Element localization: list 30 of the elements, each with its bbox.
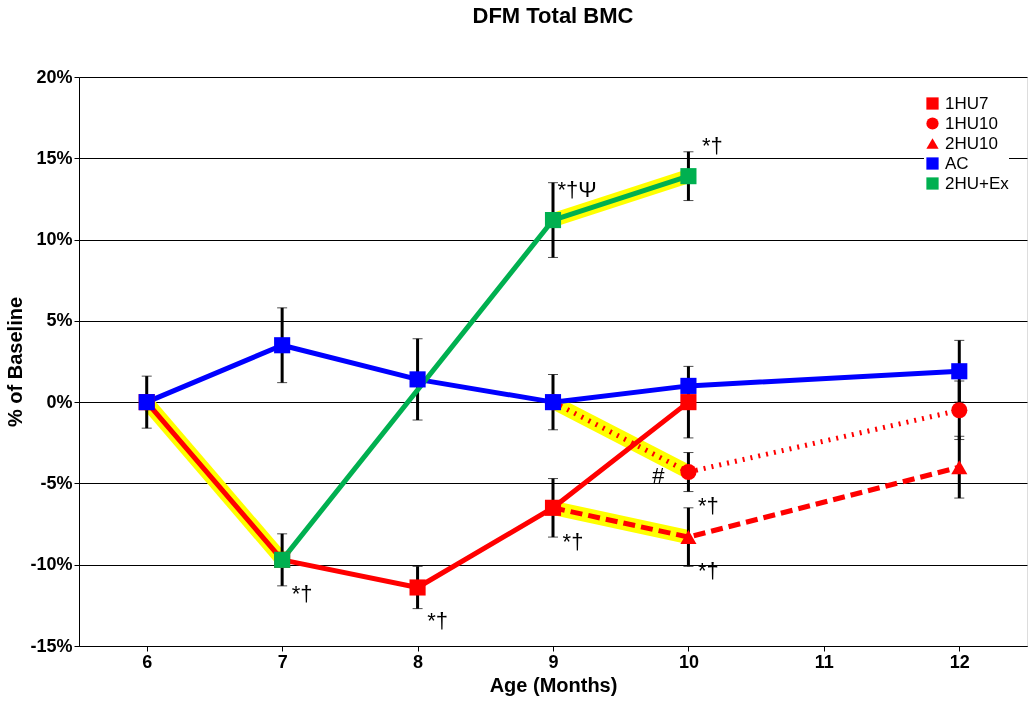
- annotation: *†: [562, 528, 584, 554]
- annotation: *†: [291, 580, 313, 606]
- annotation: *†: [698, 493, 719, 519]
- y-tick-label: -15%: [30, 635, 73, 656]
- x-tick-label: 11: [814, 651, 834, 672]
- annotation: *†: [427, 608, 448, 634]
- x-tick-label: 10: [678, 651, 699, 672]
- x-tick-label: 7: [277, 651, 288, 672]
- y-tick-label: -5%: [40, 472, 73, 493]
- annotation: #: [652, 463, 666, 489]
- chart-title: DFM Total BMC: [472, 3, 634, 28]
- y-tick-label: -10%: [30, 554, 73, 575]
- y-tick-label: 15%: [36, 147, 73, 168]
- x-axis-title: Age (Months): [489, 673, 618, 696]
- legend-label: 1HU7: [945, 93, 989, 113]
- x-tick-label: 9: [548, 651, 559, 672]
- y-tick-label: 10%: [36, 229, 73, 250]
- x-tick-label: 12: [949, 651, 970, 672]
- y-tick-label: 20%: [36, 66, 73, 87]
- legend-label: AC: [945, 153, 969, 173]
- annotation: *†: [702, 133, 723, 159]
- y-axis-title: % of Baseline: [4, 296, 27, 428]
- y-tick-label: 5%: [46, 310, 73, 331]
- x-tick-label: 8: [413, 651, 424, 672]
- x-tick-label: 6: [142, 651, 153, 672]
- legend-label: 1HU10: [945, 113, 998, 133]
- y-tick-label: 0%: [46, 391, 73, 412]
- annotation: *†Ψ: [557, 177, 597, 203]
- legend-label: 2HU10: [945, 133, 998, 153]
- legend-label: 2HU+Ex: [945, 173, 1010, 193]
